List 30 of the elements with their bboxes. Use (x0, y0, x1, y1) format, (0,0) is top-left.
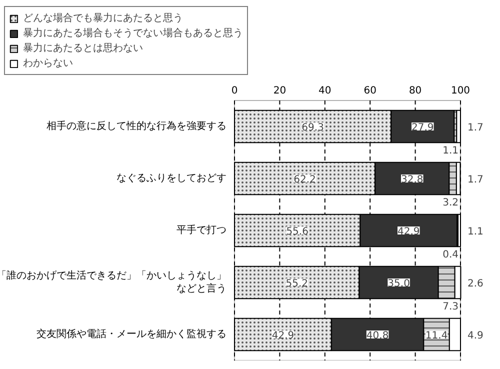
legend-label: どんな場合でも暴力にあたると思う (23, 12, 183, 25)
data-label: 69.3 (302, 122, 324, 134)
data-label: 4.9 (468, 330, 484, 342)
legend-label: 暴力にあたる場合もそうでない場合もあると思う (23, 26, 243, 40)
x-tick-label: 0 (231, 86, 238, 96)
data-label: 1.1 (442, 146, 459, 157)
data-label: 62.2 (294, 174, 316, 186)
x-tick-label: 100 (450, 86, 470, 96)
data-label: 42.9 (272, 330, 294, 342)
data-label: 1.7 (468, 122, 484, 134)
data-label: 55.2 (286, 278, 308, 290)
y-tick-label: 交友関係や電話・メールを細かく監視する (36, 328, 226, 340)
y-tick-label: 平手で打つ (176, 224, 226, 236)
y-tick-label: 「誰のおかげで生活できるだ」「かいしょうなし」などと言う (0, 269, 226, 295)
x-tick-label: 20 (273, 86, 286, 96)
y-tick-label: 相手の意に反して性的な行為を強要する (46, 120, 226, 132)
data-label: 3.2 (442, 198, 459, 209)
x-tick-label: 40 (318, 86, 332, 96)
x-tick-label: 60 (364, 86, 376, 96)
data-label: 1.1 (468, 226, 484, 238)
data-label: 2.6 (468, 278, 484, 290)
data-label: 1.7 (468, 174, 484, 186)
data-label: 11.4 (425, 330, 448, 342)
legend-label: わからない (23, 57, 73, 70)
legend-label: 暴力にあたるとは思わない (23, 42, 143, 55)
data-label: 0.4 (442, 250, 459, 261)
data-label: 55.6 (286, 226, 308, 238)
data-label: 7.3 (442, 302, 459, 313)
y-tick-label: なぐるふりをしておどす (116, 173, 226, 184)
x-tick-label: 80 (408, 86, 422, 96)
